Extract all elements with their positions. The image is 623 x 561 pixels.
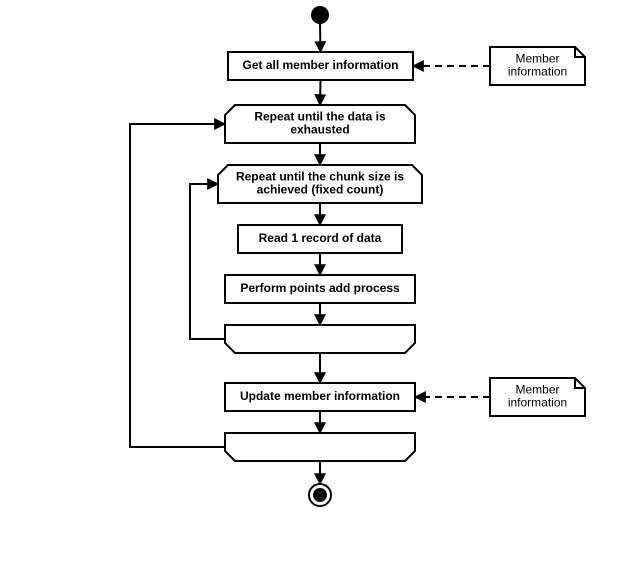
svg-text:Perform points add process: Perform points add process	[240, 281, 400, 295]
nodes: Get all member information Repeat until t…	[218, 6, 585, 506]
back-edge-loop_inner_f-loop_inner_h	[190, 184, 225, 339]
svg-text:exhausted: exhausted	[290, 123, 349, 137]
node-read1: Read 1 record of data	[238, 225, 402, 253]
back-edge-loop_outer_f-loop_outer_h	[130, 124, 225, 447]
svg-text:Update member information: Update member information	[240, 389, 400, 403]
node-loop_inner_h: Repeat until the chunk size isachieved (…	[218, 165, 422, 203]
note-note1: Memberinformation	[490, 47, 585, 85]
node-update: Update member information	[225, 383, 415, 411]
node-get_all: Get all member information	[228, 52, 413, 80]
svg-text:achieved (fixed count): achieved (fixed count)	[257, 183, 384, 197]
node-loop_outer_f	[225, 433, 415, 461]
node-perform: Perform points add process	[225, 275, 415, 303]
node-end	[309, 484, 331, 506]
svg-text:Read 1 record of data: Read 1 record of data	[259, 231, 382, 245]
node-loop_outer_h: Repeat until the data isexhausted	[225, 105, 415, 143]
node-loop_inner_f	[225, 325, 415, 353]
svg-text:Member: Member	[515, 52, 559, 66]
note-note2: Memberinformation	[490, 378, 585, 416]
edge-get_all-loop_outer_h	[320, 80, 321, 105]
edge-start-get_all	[320, 24, 321, 52]
svg-text:Get all member information: Get all member information	[242, 58, 398, 72]
svg-text:information: information	[508, 65, 567, 79]
activity-diagram: Get all member information Repeat until t…	[0, 0, 623, 561]
svg-text:Repeat until the chunk size is: Repeat until the chunk size is	[236, 170, 404, 184]
svg-text:Repeat until the data is: Repeat until the data is	[254, 110, 386, 124]
svg-text:Member: Member	[515, 383, 559, 397]
svg-text:information: information	[508, 396, 567, 410]
node-start	[311, 6, 329, 24]
